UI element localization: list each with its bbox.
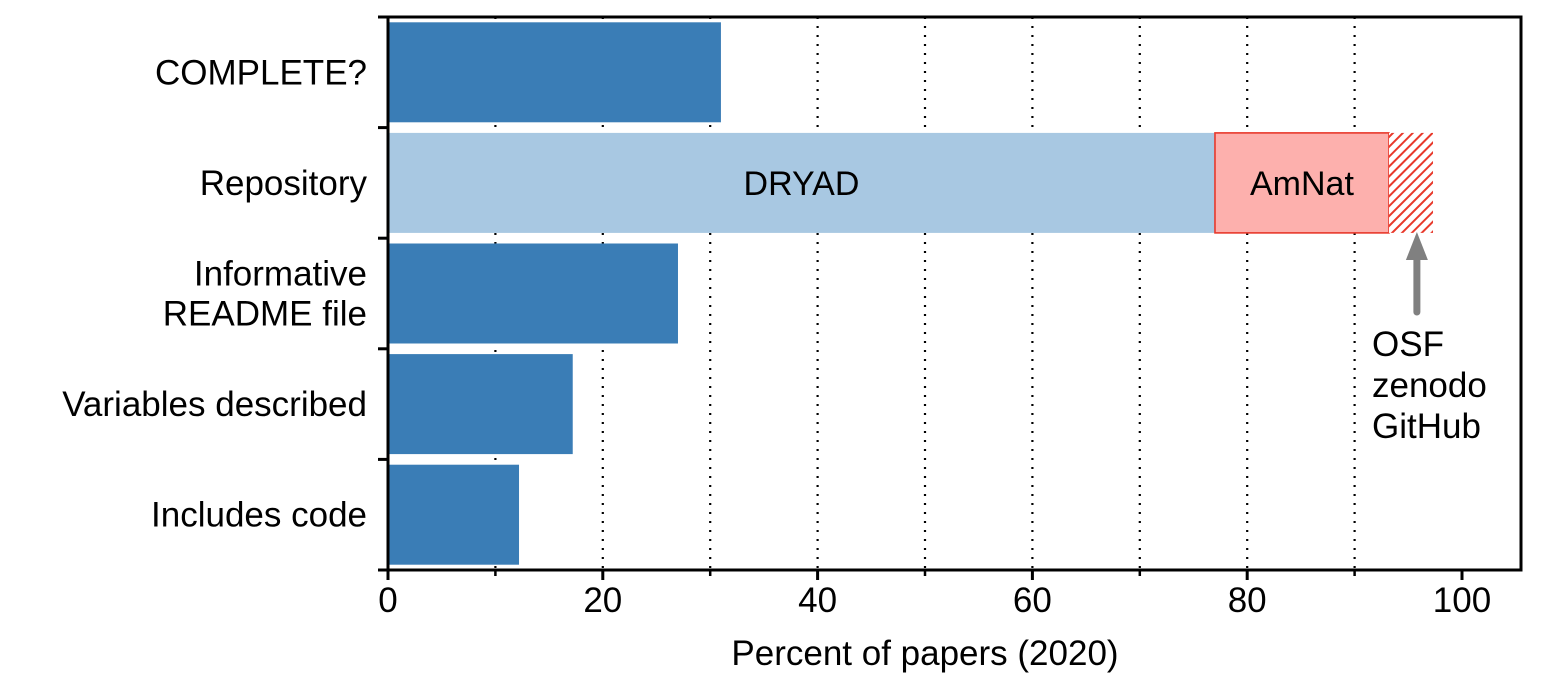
bar [388, 464, 520, 565]
x-tick-label: 20 [583, 581, 622, 620]
bar [388, 354, 573, 455]
annotation-text: zenodo [1372, 366, 1487, 405]
x-tick-label: 60 [1013, 581, 1052, 620]
bars-layer: DRYAD AmNat [388, 22, 1434, 565]
y-tick-label: COMPLETE? [155, 53, 367, 92]
y-tick-label: Includes code [151, 496, 367, 535]
y-tick-label: README file [163, 295, 367, 334]
bar-segment [1388, 132, 1434, 233]
segment-label: DRYAD [744, 165, 860, 203]
y-tick-label: Repository [200, 164, 368, 203]
bar [388, 22, 721, 123]
segment-label: AmNat [1250, 165, 1354, 203]
x-tick-label: 80 [1228, 581, 1267, 620]
annotation-text: OSF [1372, 325, 1444, 364]
annotation-arrow-head [1405, 232, 1428, 260]
bar-segment [1214, 132, 1390, 234]
x-tick-label: 40 [798, 581, 837, 620]
y-tick-label: Variables described [62, 385, 367, 424]
bar-segment [388, 132, 1215, 233]
annotation-text: GitHub [1372, 407, 1481, 446]
bar [388, 243, 678, 344]
x-tick-label: 100 [1433, 581, 1491, 620]
x-axis-label: Percent of papers (2020) [731, 634, 1118, 673]
x-tick-label: 0 [378, 581, 397, 620]
plot-frame [386, 15, 1523, 572]
y-tick-label: Informative [194, 255, 367, 294]
